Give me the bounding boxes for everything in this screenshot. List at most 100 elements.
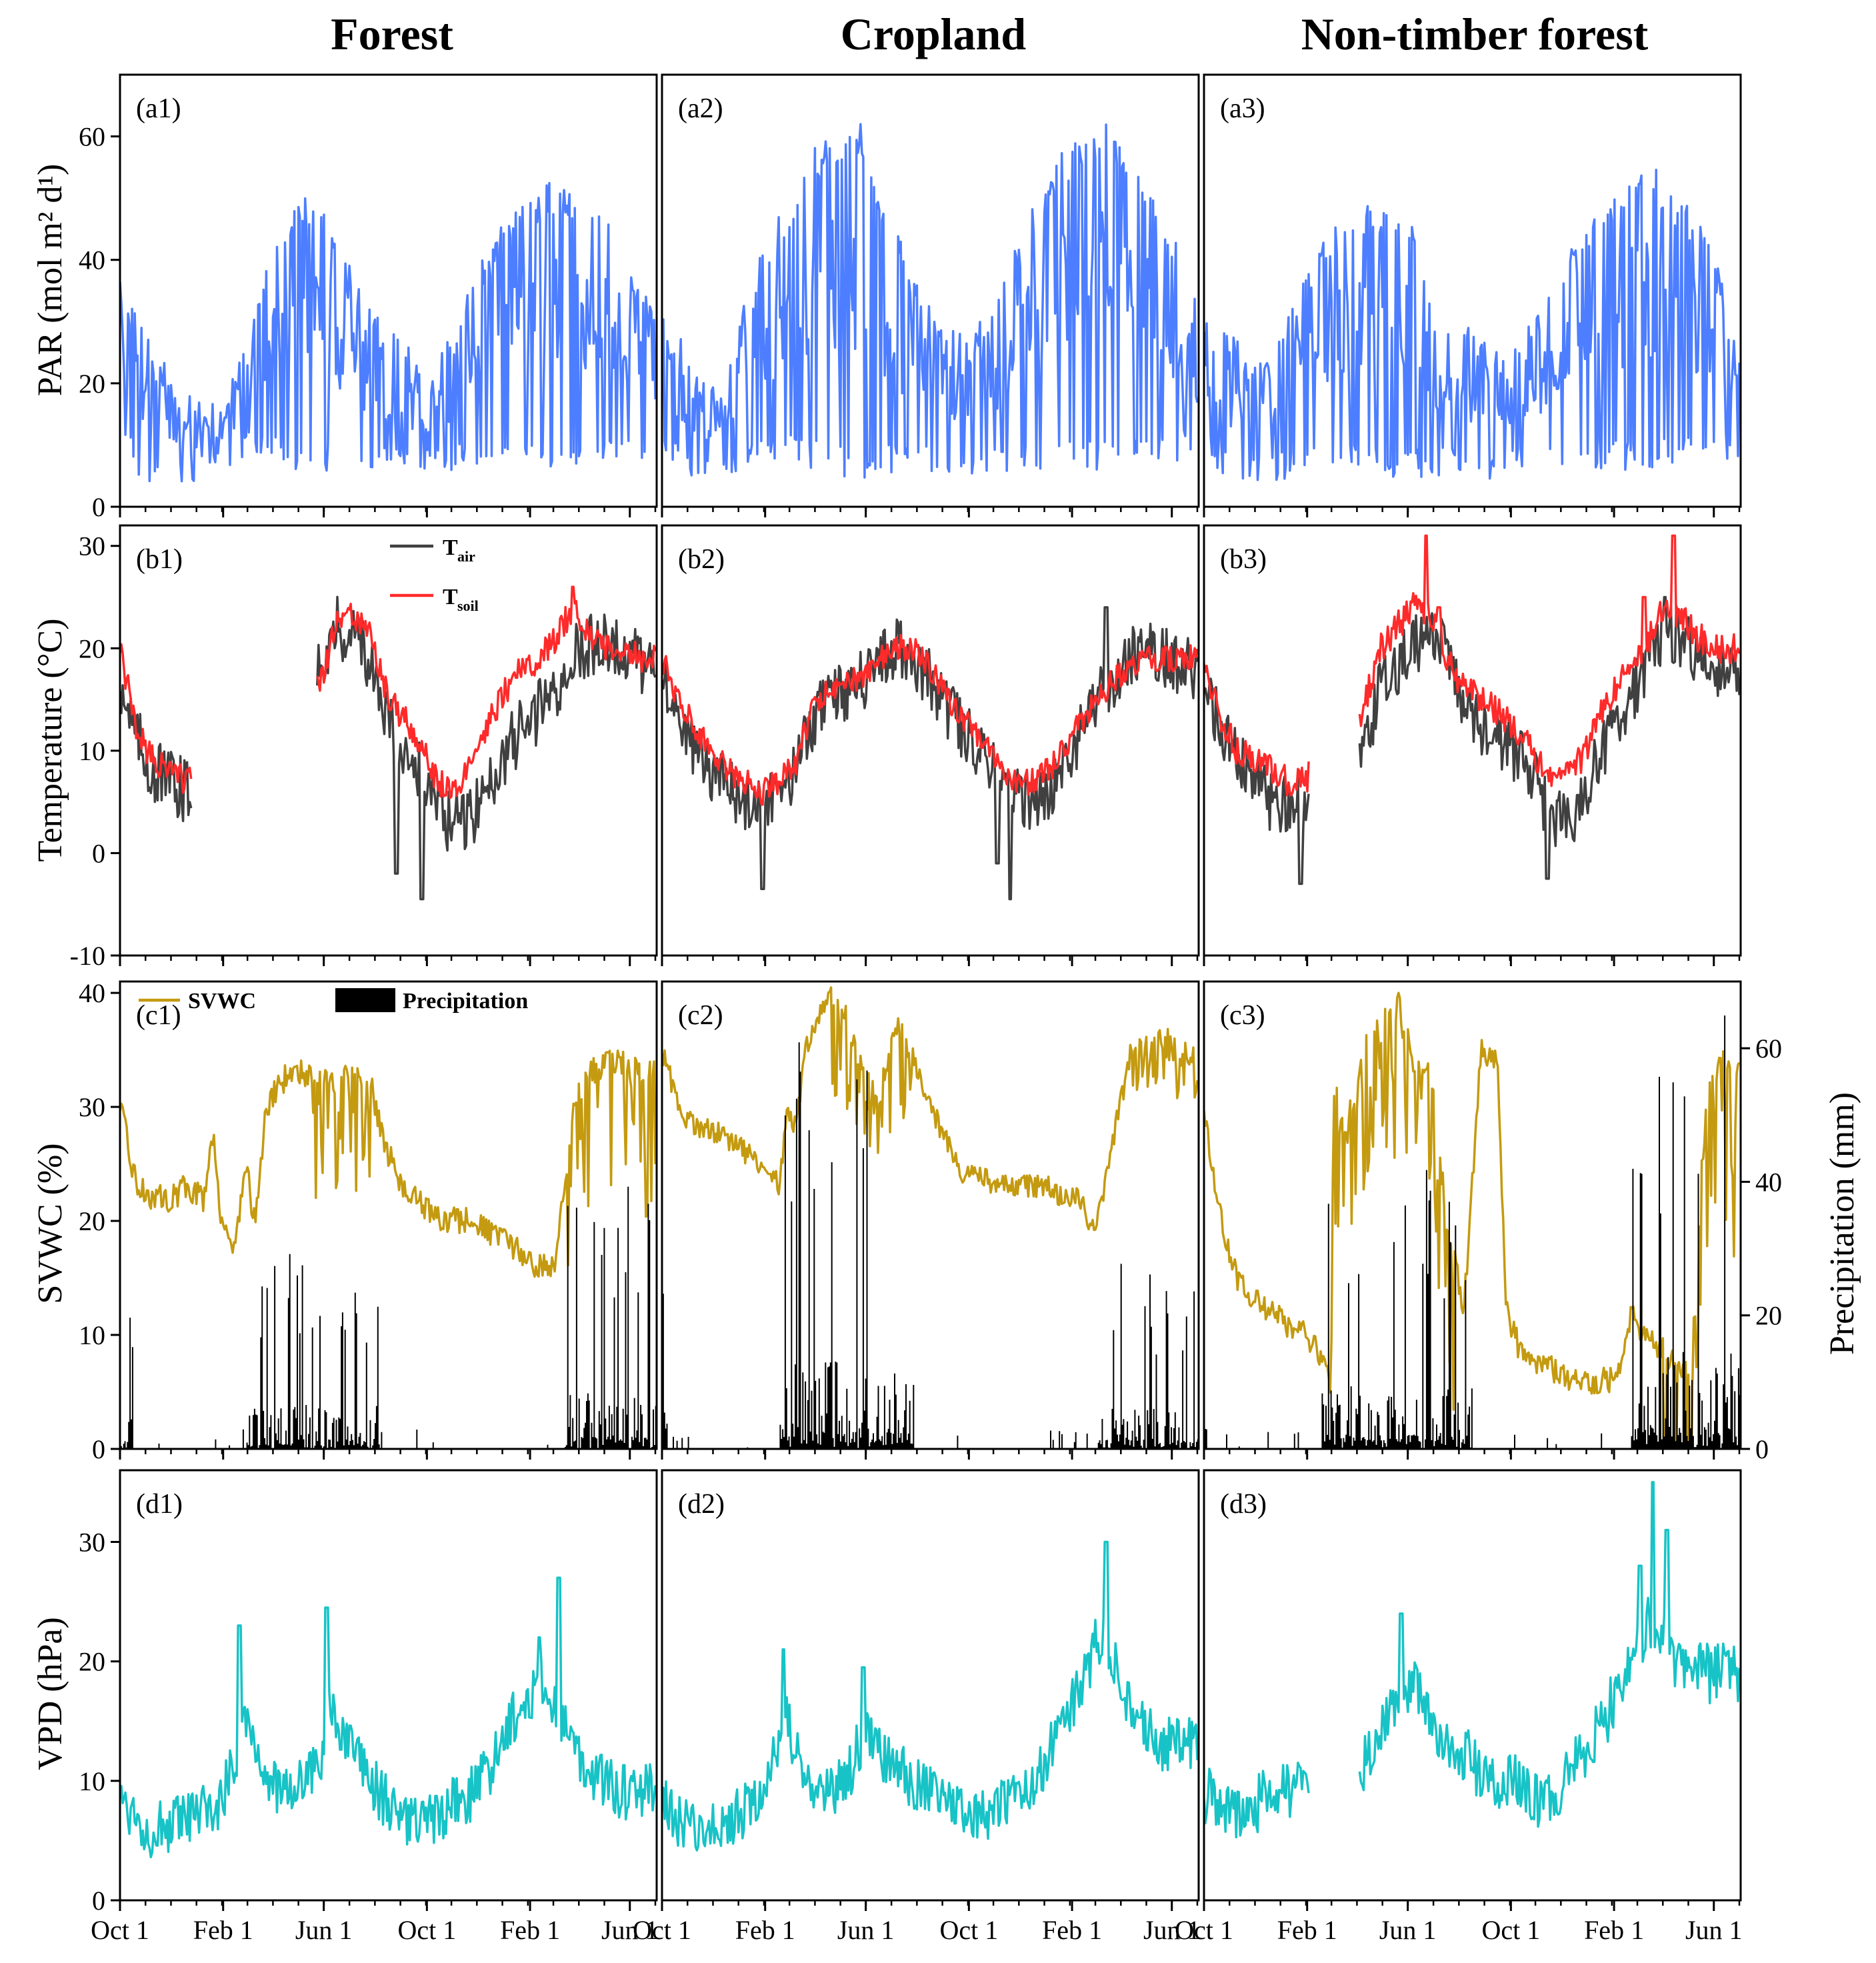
right-y-tick-label: 0 [1755, 1434, 1769, 1464]
legend-tair-sub: air [457, 548, 475, 565]
panel-label: (b2) [678, 544, 725, 575]
vpd-line [662, 1540, 1199, 1852]
x-tick-label: Jun 1 [1379, 1915, 1437, 1945]
column-title-forest: Forest [331, 9, 453, 59]
tsoil-line [1204, 534, 1741, 797]
y-tick-label: 0 [92, 1886, 105, 1916]
legend-tsoil-label: T [443, 585, 458, 609]
plot-area [120, 585, 657, 901]
tair-line [662, 606, 1199, 901]
ylabel-par: PAR (mol m² d¹) [31, 164, 69, 397]
legend-tair-label: T [443, 535, 458, 560]
y-tick-label: 0 [92, 1434, 105, 1464]
panel-frame [119, 980, 658, 1450]
panel-a2: (a2) [661, 73, 1200, 517]
x-tick-label: Feb 1 [193, 1915, 253, 1945]
tair-line [120, 595, 657, 901]
legend-svwc: SVWC Precipitation [139, 988, 528, 1014]
plot-area [120, 1576, 657, 1859]
tsoil-line [662, 633, 1199, 806]
plot-area [1204, 534, 1741, 885]
y-tick-label: 40 [79, 245, 105, 275]
x-tick-label: Feb 1 [1042, 1915, 1102, 1945]
y-tick-label: 30 [79, 1528, 105, 1558]
ylabel-vpd: VPD (hPa) [31, 1617, 69, 1770]
panel-d1: (d1) Oct 1 Feb 1 Jun 1 Oct 1 Feb 1 Jun 1 0 10 20 3… [79, 1469, 659, 1945]
column-title-cropland: Cropland [841, 9, 1027, 59]
panel-d3: (d3) Oct 1 Feb 1 Jun 1 Oct 1 Feb 1 Jun 1 [1175, 1469, 1743, 1945]
par-line [662, 123, 1199, 479]
panel-frame [661, 524, 1200, 957]
panel-label: (a1) [136, 93, 181, 124]
y-tick-label: 10 [79, 1766, 105, 1796]
par-line [120, 181, 657, 483]
right-y-tick-label: 60 [1755, 1034, 1782, 1064]
panel-b2: (b2) [661, 524, 1200, 966]
panel-label: (a2) [678, 93, 723, 124]
x-tick-label: Feb 1 [1584, 1915, 1644, 1945]
y-tick-label: 60 [79, 122, 105, 152]
panel-label: (d2) [678, 1489, 725, 1520]
x-tick-label: Feb 1 [735, 1915, 795, 1945]
panel-a3: (a3) [1203, 73, 1742, 517]
panel-label: (d3) [1220, 1489, 1267, 1520]
plot-area [662, 123, 1199, 479]
y-tick-label: 20 [79, 1647, 105, 1677]
tair-line [1204, 595, 1741, 885]
x-tick-label: Oct 1 [397, 1915, 456, 1945]
panel-label: (d1) [136, 1489, 183, 1520]
x-tick-label: Jun 1 [601, 1915, 659, 1945]
x-tick-label: Jun 1 [295, 1915, 353, 1945]
panel-c2: (c2) [661, 980, 1200, 1460]
y-tick-label: 20 [79, 1206, 105, 1236]
x-tick-label: Oct 1 [91, 1915, 149, 1945]
y-tick-label: 30 [79, 1092, 105, 1122]
y-tick-label: 40 [79, 978, 105, 1008]
panel-b1: (b1) -10 0 10 20 30 [70, 524, 658, 971]
tsoil-line [120, 585, 657, 799]
x-tick-label: Jun 1 [837, 1915, 895, 1945]
panel-b3: (b3) [1203, 524, 1742, 966]
panel-label: (a3) [1220, 93, 1265, 124]
vpd-line [120, 1576, 657, 1859]
panel-c3: (c3) 0 20 40 60 [1203, 980, 1782, 1464]
y-tick-label: 0 [92, 838, 105, 868]
ylabel-precipitation: Precipitation (mm) [1823, 1092, 1861, 1355]
y-tick-label: 30 [79, 531, 105, 561]
x-tick-label: Oct 1 [1175, 1915, 1233, 1945]
plot-area [662, 986, 1199, 1449]
x-tick-label: Feb 1 [500, 1915, 560, 1945]
svwc-line [662, 986, 1199, 1232]
vpd-line [1204, 1481, 1741, 1839]
legend-precip-label: Precipitation [403, 989, 528, 1014]
x-tick-label: Oct 1 [939, 1915, 998, 1945]
panel-frame [1203, 1469, 1742, 1902]
par-line [1204, 168, 1741, 481]
legend-precip-swatch [335, 988, 395, 1012]
panel-frame [1203, 980, 1742, 1450]
y-tick-label: 20 [79, 369, 105, 399]
x-tick-label: Oct 1 [1481, 1915, 1540, 1945]
ylabel-temperature: Temperature (°C) [31, 618, 69, 861]
svwc-line [1204, 992, 1741, 1449]
panel-frame [1203, 524, 1742, 957]
y-tick-label: 20 [79, 633, 105, 663]
precipitation-bars [1204, 1016, 1741, 1449]
plot-area [120, 181, 657, 483]
panel-frame [661, 1469, 1200, 1902]
plot-area [120, 1050, 657, 1449]
panel-label: (b3) [1220, 544, 1267, 575]
ylabel-svwc: SVWC (%) [31, 1143, 69, 1304]
plot-area [1204, 992, 1741, 1449]
y-tick-label: 0 [92, 492, 105, 522]
panel-frame [1203, 73, 1742, 508]
x-tick-label: Feb 1 [1277, 1915, 1337, 1945]
panel-label: (b1) [136, 544, 183, 575]
panel-label: (c3) [1220, 1000, 1265, 1031]
precipitation-bars [120, 1186, 657, 1449]
x-tick-label: Jun 1 [1143, 1915, 1201, 1945]
panel-frame [661, 73, 1200, 508]
panel-d2: (d2) Oct 1 Feb 1 Jun 1 Oct 1 Feb 1 Jun 1 [633, 1469, 1201, 1945]
